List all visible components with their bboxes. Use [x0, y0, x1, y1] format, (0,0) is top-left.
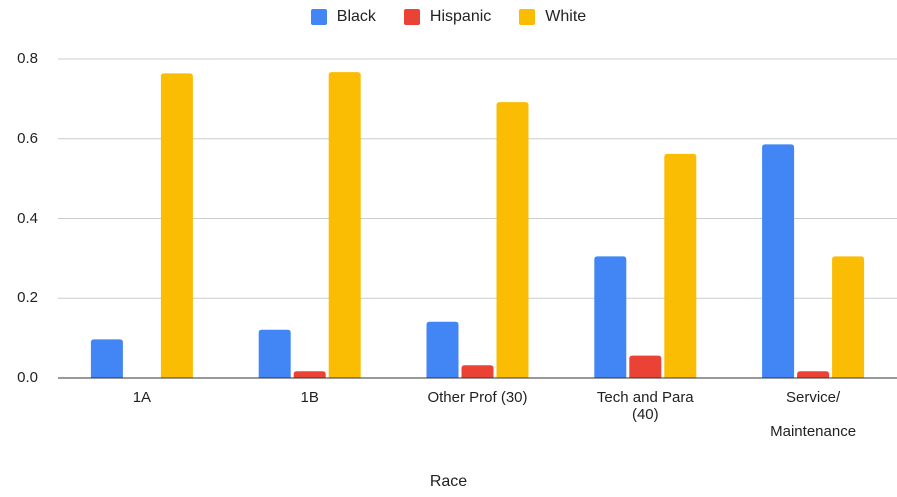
legend-label: Hispanic — [429, 8, 492, 25]
y-tick-label: 0.0 — [17, 369, 38, 386]
y-tick-label: 0.2 — [17, 289, 38, 307]
bar-hispanic-1 — [293, 371, 326, 378]
bar-white-4 — [832, 256, 865, 378]
bar-black-4 — [762, 144, 795, 378]
bar-hispanic-2 — [461, 365, 494, 378]
x-tick-label: Other Prof (30) — [427, 389, 528, 406]
bar-black-0 — [90, 339, 123, 378]
bar-hispanic-3 — [629, 355, 662, 378]
legend-swatch — [519, 9, 536, 25]
bar-black-2 — [426, 321, 459, 378]
legend-item-black: Black — [310, 8, 376, 26]
legend-label: White — [545, 8, 587, 25]
y-tick-label: 0.6 — [17, 129, 38, 147]
bar-white-3 — [664, 153, 697, 378]
x-tick-label: Service/ Maintenance — [770, 389, 857, 440]
legend-item-white: White — [519, 8, 586, 26]
bar-white-2 — [496, 102, 529, 378]
bar-black-3 — [594, 256, 627, 378]
legend-item-hispanic: Hispanic — [403, 8, 492, 26]
x-tick-label: Tech and Para (40) — [596, 389, 694, 423]
legend-label: Black — [336, 8, 376, 25]
y-tick-label: 0.8 — [17, 50, 38, 67]
x-axis-title: Race — [429, 473, 468, 490]
bars — [90, 72, 865, 378]
bar-black-1 — [258, 329, 291, 378]
legend: Black Hispanic White — [0, 8, 897, 26]
x-tick-label: 1B — [300, 389, 319, 406]
x-tick-label: 1A — [132, 389, 152, 406]
bar-hispanic-4 — [797, 371, 830, 378]
bar-white-1 — [328, 72, 361, 378]
legend-swatch — [403, 9, 420, 25]
gridlines — [58, 58, 897, 299]
bar-white-0 — [160, 73, 193, 378]
y-tick-label: 0.4 — [17, 209, 38, 227]
legend-swatch — [310, 9, 327, 25]
